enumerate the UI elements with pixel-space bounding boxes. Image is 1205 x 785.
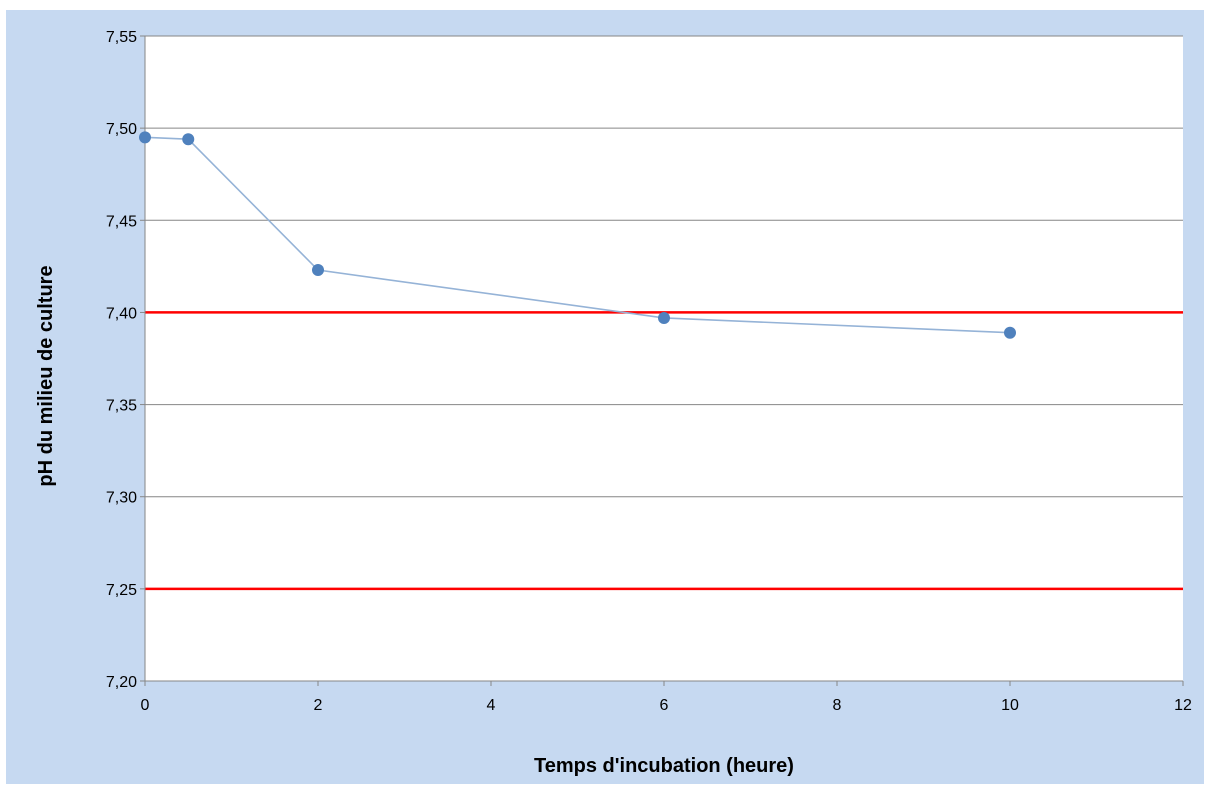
- y-tick-label: 7,40: [106, 305, 137, 322]
- x-tick-label: 4: [487, 697, 496, 714]
- x-tick-label: 0: [141, 697, 150, 714]
- y-axis-title: pH du milieu de culture: [35, 265, 57, 486]
- y-tick-label: 7,35: [106, 398, 137, 415]
- data-point: [312, 264, 324, 277]
- y-tick-label: 7,50: [106, 121, 137, 138]
- x-tick-label: 10: [1001, 697, 1019, 714]
- y-tick-label: 7,55: [106, 29, 137, 46]
- chart-frame: 7,20 7,25 7,30 7,35 7,40 7,45 7,50 7,55 0 2 4 6 8 10…: [6, 10, 1204, 784]
- data-point: [1004, 326, 1016, 339]
- data-point: [658, 311, 670, 324]
- x-axis-title: Temps d'incubation (heure): [534, 755, 794, 777]
- plot-area: [145, 36, 1183, 681]
- data-point: [139, 131, 151, 144]
- x-tick-label: 8: [833, 697, 842, 714]
- x-tick-label: 2: [314, 697, 323, 714]
- x-tick-label: 12: [1174, 697, 1192, 714]
- data-point: [182, 133, 195, 146]
- x-tick-labels: 0 2 4 6 8 10 12: [141, 681, 1192, 714]
- series-layer: [139, 131, 1016, 339]
- y-tick-label: 7,45: [106, 213, 137, 230]
- line-chart: 7,20 7,25 7,30 7,35 7,40 7,45 7,50 7,55 0 2 4 6 8 10…: [35, 29, 1192, 777]
- y-tick-labels: 7,20 7,25 7,30 7,35 7,40 7,45 7,50 7,55: [106, 29, 145, 691]
- y-tick-label: 7,20: [106, 674, 137, 691]
- x-tick-label: 6: [660, 697, 669, 714]
- y-tick-label: 7,30: [106, 490, 137, 507]
- y-tick-label: 7,25: [106, 582, 137, 599]
